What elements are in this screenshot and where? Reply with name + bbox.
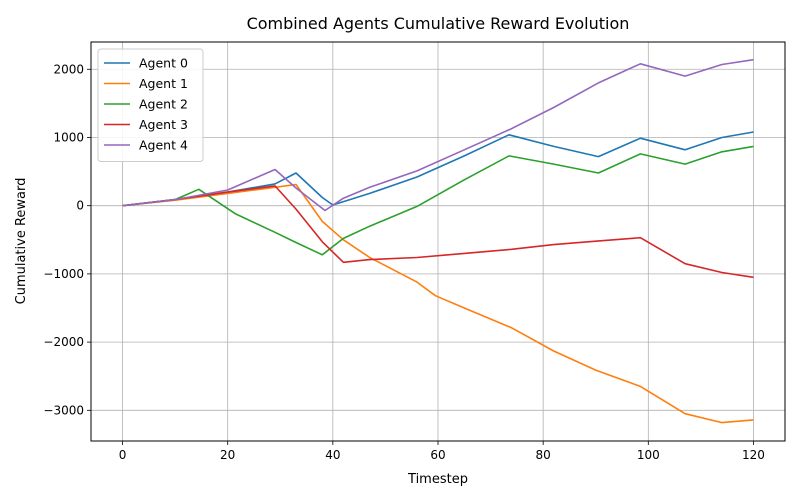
series-line-agent-3 <box>122 185 754 279</box>
series-line-agent-1 <box>122 183 754 424</box>
series-line-agent-4 <box>122 58 754 212</box>
x-tick-label: 120 <box>742 448 765 462</box>
series-lines <box>122 58 754 424</box>
legend-label: Agent 3 <box>139 117 188 132</box>
y-tick-label: −2000 <box>43 335 84 349</box>
series-line-agent-2 <box>122 145 754 256</box>
series-line-agent-0 <box>122 131 754 207</box>
x-tick-label: 60 <box>430 448 445 462</box>
x-tick-label: 100 <box>637 448 660 462</box>
y-tick-label: 0 <box>76 199 84 213</box>
y-tick-label: −3000 <box>43 403 84 417</box>
chart-title: Combined Agents Cumulative Reward Evolut… <box>247 14 630 33</box>
legend-box <box>97 48 204 162</box>
x-tick-label: 80 <box>536 448 551 462</box>
y-axis-label: Cumulative Reward <box>14 178 29 305</box>
y-tick-label: −1000 <box>43 267 84 281</box>
x-tick-label: 20 <box>220 448 235 462</box>
legend-label: Agent 4 <box>139 138 188 153</box>
legend-label: Agent 0 <box>139 56 188 71</box>
x-tick-label: 0 <box>119 448 127 462</box>
x-axis-label: Timestep <box>407 472 468 487</box>
axis-ticks: 0 20 40 60 80 100 120 −3000 −2000 −1000 0 1000 2000 <box>43 62 765 462</box>
x-tick-label: 40 <box>325 448 340 462</box>
legend-label: Agent 2 <box>139 97 188 112</box>
y-tick-label: 1000 <box>53 130 84 144</box>
y-tick-label: 2000 <box>53 62 84 76</box>
legend-label: Agent 1 <box>139 76 188 91</box>
legend: Agent 0 Agent 1 Agent 2 Agent 3 Agent 4 <box>97 48 204 162</box>
